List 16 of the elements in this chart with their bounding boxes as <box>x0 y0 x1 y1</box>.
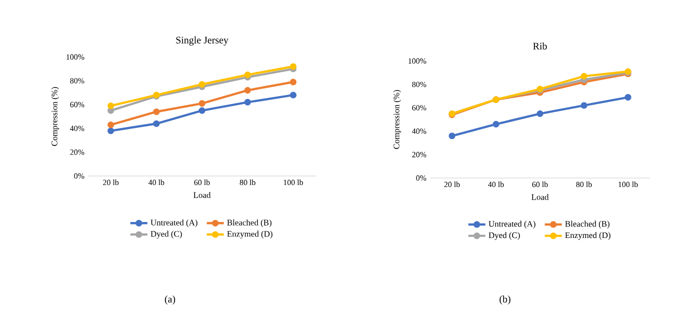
text: (a) <box>164 295 176 305</box>
legend-label: Dyed (C) <box>150 230 182 239</box>
legend-label: Untreated (A) <box>150 219 198 228</box>
x-axis-title: Load <box>194 192 211 198</box>
x-axis-title: Load <box>532 194 549 200</box>
text: (b) <box>500 295 510 305</box>
chart-title: Single Jersey <box>176 36 228 46</box>
legend-label: Bleached (B) <box>227 219 272 228</box>
legend-label: Enzymed (D) <box>565 232 610 240</box>
y-axis-title: Compression (%) <box>393 90 402 149</box>
chart-title: Rib <box>533 42 547 50</box>
legend-label: Enzymed (D) <box>227 230 272 239</box>
legend-label: Bleached (B) <box>565 220 610 228</box>
legend-label: Dyed (C) <box>488 232 520 240</box>
y-axis-title: Compression (%) <box>51 87 60 146</box>
legend-label: Untreated (A) <box>488 220 536 228</box>
